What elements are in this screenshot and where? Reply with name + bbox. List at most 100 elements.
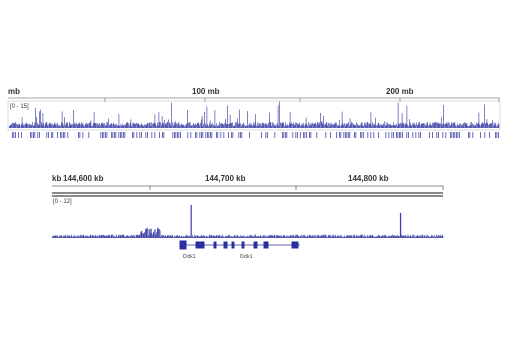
signal-bar: [221, 123, 222, 128]
signal-bar: [76, 122, 77, 128]
signal-bar: [217, 124, 219, 128]
signal-bar: [337, 235, 339, 238]
signal-bar: [297, 123, 298, 128]
signal-bar: [346, 123, 348, 128]
signal-bar: [317, 235, 318, 238]
signal-bar: [389, 123, 391, 128]
signal-bar: [174, 123, 176, 128]
signal-bar: [367, 234, 368, 238]
signal-bar: [276, 124, 277, 128]
track-range: [0 - 12]: [53, 199, 72, 205]
signal-bar: [315, 122, 316, 128]
signal-bar: [115, 132, 117, 138]
signal-bar: [38, 124, 40, 128]
signal-bar: [124, 236, 125, 238]
signal-bar: [425, 237, 426, 238]
signal-bar: [489, 123, 491, 128]
signal-bar: [213, 126, 215, 128]
signal-bar: [108, 234, 109, 238]
signal-bar: [299, 236, 301, 238]
signal-bar: [89, 234, 91, 238]
signal-bar: [231, 236, 233, 238]
signal-bar: [498, 132, 499, 138]
signal-bar: [454, 132, 456, 138]
signal-bar: [312, 122, 313, 128]
signal-bar: [93, 123, 94, 128]
signal-bar: [285, 236, 286, 238]
ruler-label: 200 mb: [386, 87, 414, 96]
signal-bar: [489, 124, 490, 128]
signal-bar: [263, 235, 264, 238]
signal-bar: [179, 235, 180, 238]
signal-bar: [385, 132, 387, 138]
signal-bar: [395, 236, 397, 238]
signal-bar: [175, 132, 177, 138]
signal-bar: [199, 125, 200, 128]
signal-bar: [273, 235, 275, 238]
signal-bar: [306, 124, 308, 128]
signal-bar: [216, 132, 217, 138]
signal-bar: [265, 123, 267, 128]
signal-bar: [12, 122, 13, 128]
signal-bar: [316, 234, 318, 238]
signal-bar: [443, 105, 444, 128]
signal-bar: [476, 122, 477, 128]
signal-bar: [319, 122, 320, 128]
signal-bar: [367, 122, 368, 128]
signal-bar: [61, 122, 62, 128]
signal-bar: [159, 230, 161, 238]
signal-bar: [177, 132, 178, 138]
signal-bar: [406, 105, 408, 128]
signal-bar: [208, 235, 210, 238]
signal-bar: [178, 236, 179, 238]
signal-bar: [355, 236, 356, 238]
signal-bar: [145, 124, 146, 128]
signal-bar: [68, 235, 69, 238]
signal-bar: [67, 122, 68, 128]
signal-bar: [208, 236, 209, 238]
signal-bar: [209, 123, 210, 128]
signal-bar: [113, 122, 114, 128]
signal-bar: [352, 236, 353, 238]
signal-bar: [204, 111, 205, 128]
signal-bar: [425, 234, 427, 238]
signal-bar: [231, 236, 232, 238]
signal-bar: [390, 236, 391, 238]
signal-bar: [65, 234, 66, 238]
signal-bar: [385, 125, 386, 128]
signal-bar: [236, 122, 237, 128]
signal-bar: [355, 125, 356, 128]
signal-bar: [213, 236, 215, 238]
signal-bar: [200, 122, 201, 128]
signal-bar: [418, 122, 420, 128]
signal-bar: [195, 235, 197, 238]
signal-bar: [139, 125, 140, 128]
signal-bar: [21, 124, 22, 128]
signal-bar: [34, 132, 36, 138]
signal-bar: [309, 234, 311, 238]
signal-bar: [201, 234, 202, 238]
signal-bar: [433, 122, 435, 128]
signal-bar: [126, 122, 128, 128]
signal-bar: [60, 132, 61, 138]
signal-bar: [13, 123, 15, 128]
signal-bar: [411, 236, 412, 238]
signal-bar: [295, 132, 297, 138]
signal-bar: [157, 125, 159, 128]
signal-bar: [33, 132, 34, 138]
signal-bar: [95, 123, 96, 128]
signal-bar: [303, 132, 304, 138]
signal-bar: [310, 234, 311, 238]
signal-bar: [463, 123, 464, 128]
signal-bar: [300, 132, 301, 138]
signal-bar: [146, 228, 148, 238]
signal-bar: [406, 236, 408, 238]
signal-bar: [216, 123, 217, 128]
signal-bar: [280, 235, 281, 238]
signal-bar: [29, 124, 31, 128]
signal-bar: [280, 122, 281, 128]
signal-bar: [103, 124, 104, 128]
signal-bar: [241, 124, 243, 128]
signal-bar: [318, 124, 320, 128]
signal-bar: [248, 125, 249, 128]
